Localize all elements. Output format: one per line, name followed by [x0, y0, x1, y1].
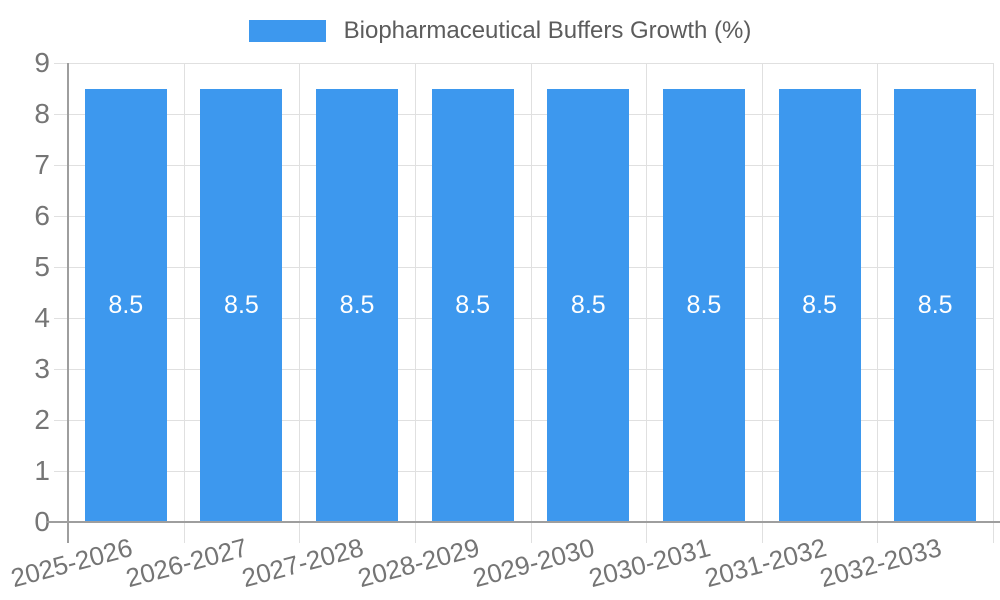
h-gridline	[54, 164, 993, 166]
h-gridline	[54, 62, 993, 64]
h-gridline	[54, 470, 993, 472]
y-tick-label: 9	[34, 47, 50, 78]
h-gridline	[54, 215, 993, 217]
y-tick-label: 3	[34, 353, 50, 384]
bar-value-label: 8.5	[570, 291, 606, 320]
bar-value-label: 8.5	[802, 291, 837, 320]
y-tick-label: 7	[34, 149, 50, 180]
y-tick-label: 5	[34, 251, 50, 282]
y-tick-label: 1	[34, 455, 50, 486]
v-gridline	[183, 63, 185, 543]
h-gridline	[54, 113, 993, 115]
h-gridline	[54, 266, 993, 268]
bar[interactable]	[316, 88, 399, 522]
y-tick-label: 0	[34, 506, 50, 537]
bar[interactable]	[547, 88, 630, 522]
v-gridline	[646, 63, 648, 543]
h-gridline	[54, 317, 993, 319]
bar[interactable]	[84, 88, 167, 522]
bar-value-label: 8.5	[339, 291, 375, 320]
y-tick-label: 8	[34, 98, 50, 129]
bar[interactable]	[778, 88, 861, 522]
v-gridline	[761, 63, 763, 543]
bar[interactable]	[894, 88, 977, 522]
bar[interactable]	[662, 88, 745, 522]
y-axis-line	[67, 63, 69, 543]
v-gridline	[530, 63, 532, 543]
legend[interactable]: Biopharmaceutical Buffers Growth (%)	[0, 17, 1000, 45]
x-axis-line	[47, 521, 1000, 523]
h-gridline	[54, 368, 993, 370]
bar-value-label: 8.5	[455, 291, 491, 320]
y-tick-label: 6	[34, 200, 50, 231]
y-tick-label: 4	[34, 302, 50, 333]
legend-label: Biopharmaceutical Buffers Growth (%)	[343, 17, 752, 44]
bar-value-label: 8.5	[917, 291, 953, 320]
v-gridline	[299, 63, 301, 543]
y-tick-label: 2	[34, 404, 50, 435]
bar[interactable]	[431, 88, 514, 522]
v-gridline	[993, 63, 994, 543]
h-gridline	[54, 419, 993, 421]
bar-value-label: 8.5	[224, 291, 259, 320]
v-gridline	[414, 63, 416, 543]
bar-value-label: 8.5	[686, 291, 722, 320]
legend-swatch	[248, 20, 326, 42]
bar-value-label: 8.5	[108, 291, 144, 320]
v-gridline	[877, 63, 879, 543]
bar[interactable]	[200, 88, 283, 522]
